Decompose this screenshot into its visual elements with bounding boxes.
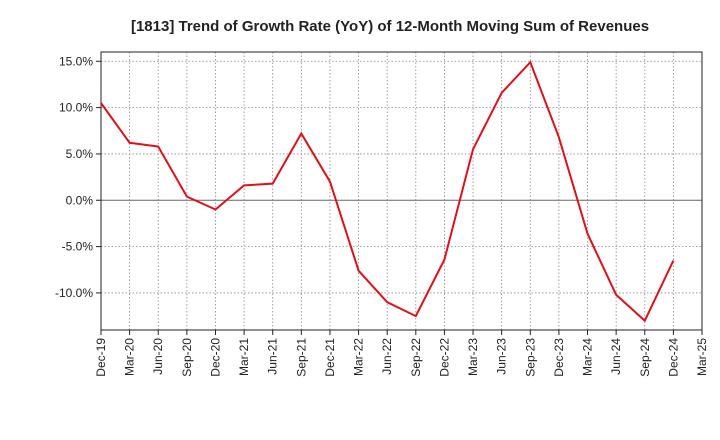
series-group: [100, 60, 675, 323]
plot-frame: [100, 51, 703, 331]
x-tick-label: Sep-24: [638, 338, 652, 377]
x-tick-label: Dec-20: [208, 338, 222, 377]
y-tick-label: 5.0%: [66, 147, 94, 161]
x-tick-label: Dec-22: [437, 338, 451, 377]
x-tick-label: Mar-20: [123, 338, 137, 376]
y-tick-label: 15.0%: [59, 54, 93, 68]
grid: [101, 52, 702, 330]
x-tick-label: Sep-21: [294, 338, 308, 377]
x-tick-label: Jun-23: [495, 338, 509, 375]
x-tick-label: Mar-24: [581, 338, 595, 376]
y-tick-label: -5.0%: [62, 240, 94, 254]
x-tick-label: Mar-22: [352, 338, 366, 376]
x-tick-label: Sep-22: [409, 338, 423, 377]
x-tick-label: Sep-23: [523, 338, 537, 377]
y-tick-label: -10.0%: [55, 286, 93, 300]
x-tick-label: Dec-21: [323, 338, 337, 377]
x-tick-label: Jun-21: [266, 338, 280, 375]
x-tick-label: Mar-25: [695, 338, 709, 376]
x-tick-label: Jun-22: [380, 338, 394, 375]
x-tick-label: Sep-20: [180, 338, 194, 377]
x-tick-label: Mar-21: [237, 338, 251, 376]
y-tick-label: 0.0%: [66, 193, 94, 207]
series-line: [100, 60, 675, 323]
x-tick-label: Jun-20: [151, 338, 165, 375]
y-axis: 15.0% 10.0% 5.0% 0.0% -5.0% -10.0%: [55, 54, 101, 300]
x-tick-label: Dec-24: [666, 338, 680, 377]
x-tick-label: Jun-24: [609, 338, 623, 375]
y-tick-label: 10.0%: [59, 101, 93, 115]
x-tick-label: Mar-23: [466, 338, 480, 376]
chart-title: [1813] Trend of Growth Rate (YoY) of 12-…: [131, 18, 649, 35]
x-tick-label: Dec-19: [94, 338, 108, 377]
x-tick-label: Dec-23: [552, 338, 566, 377]
x-axis: Dec-19 Mar-20 Jun-20 Sep-20 Dec-20 Mar-21 Jun-…: [94, 330, 709, 377]
